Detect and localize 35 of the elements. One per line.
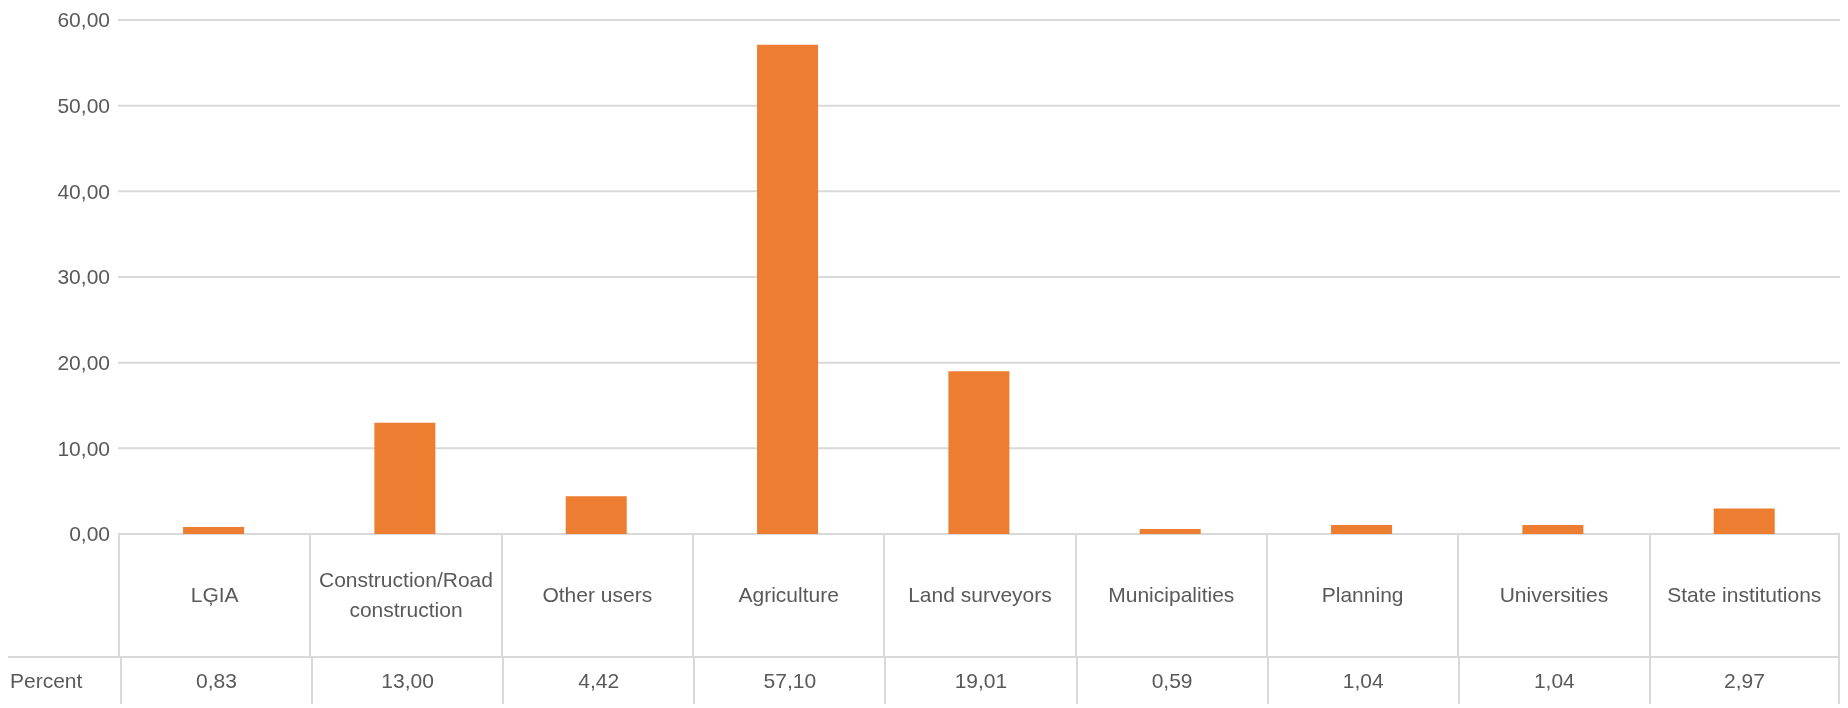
y-tick-label: 10,00 [57,436,110,460]
data-label: 0,59 [1075,658,1267,704]
text: Percent [10,669,83,692]
y-tick-label: 30,00 [57,265,110,289]
y-tick-label: 20,00 [57,351,110,375]
y-tick-label: 0,00 [69,522,110,546]
data-label: 19,01 [884,658,1076,704]
data-label: 4,42 [502,658,694,704]
data-label: 1,04 [1457,658,1649,704]
x-tick-label: Agriculture [738,582,839,608]
y-tick-label: 50,00 [57,94,110,118]
data-label: 57,10 [693,658,885,704]
bar [1713,508,1775,534]
bar [1522,525,1584,534]
x-tick-label: State institutions [1667,582,1822,608]
data-label: 13,00 [311,658,503,704]
bar [565,496,627,534]
bar [183,526,245,534]
x-tick-label: Planning [1321,582,1404,608]
data-label: 2,97 [1648,658,1840,704]
data-label: 0,83 [119,658,311,704]
y-tick-label: 60,00 [57,8,110,32]
x-tick-label: Construction/Road construction [318,567,494,623]
bar [948,371,1010,534]
bar [757,44,819,534]
x-tick-label: Universities [1499,582,1609,608]
bar [1331,525,1393,534]
bar [1139,528,1201,534]
data-label: 1,04 [1266,658,1458,704]
x-tick-label: Other users [542,582,653,608]
x-tick-label: LĢIA [190,582,239,608]
x-tick-label: Municipalities [1108,582,1235,608]
y-tick-label: 40,00 [57,179,110,203]
bar [374,422,436,534]
x-tick-label: Land surveyors [908,582,1052,608]
